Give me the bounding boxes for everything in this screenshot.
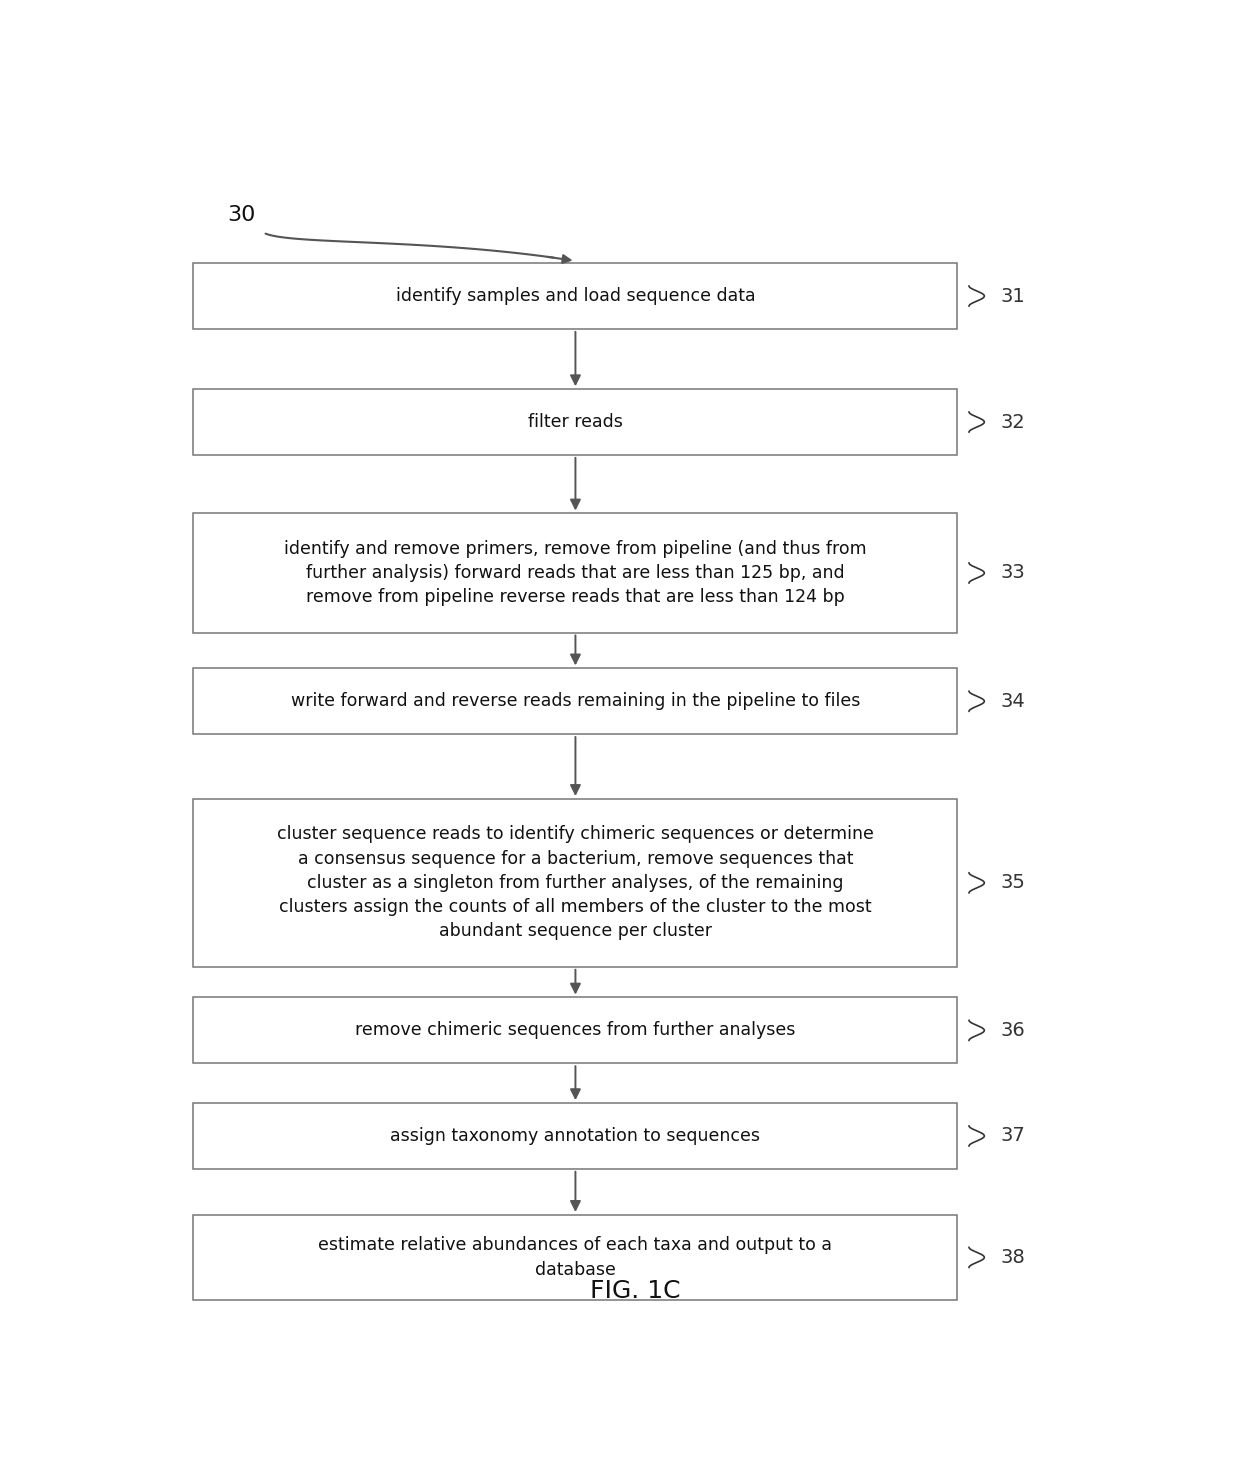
Text: filter reads: filter reads xyxy=(528,413,622,430)
Text: assign taxonomy annotation to sequences: assign taxonomy annotation to sequences xyxy=(391,1128,760,1145)
Text: 30: 30 xyxy=(227,205,255,226)
Bar xyxy=(193,264,957,329)
Text: remove chimeric sequences from further analyses: remove chimeric sequences from further a… xyxy=(355,1021,796,1039)
Text: FIG. 1C: FIG. 1C xyxy=(590,1279,681,1303)
Bar xyxy=(193,389,957,455)
Text: 32: 32 xyxy=(1001,413,1025,432)
Text: write forward and reverse reads remaining in the pipeline to files: write forward and reverse reads remainin… xyxy=(290,693,861,710)
Text: 35: 35 xyxy=(1001,873,1025,892)
Bar xyxy=(193,998,957,1063)
Bar xyxy=(193,1103,957,1169)
Bar xyxy=(193,513,957,632)
Text: identify and remove primers, remove from pipeline (and thus from
further analysi: identify and remove primers, remove from… xyxy=(284,539,867,606)
Text: 36: 36 xyxy=(1001,1021,1025,1039)
Text: 37: 37 xyxy=(1001,1126,1025,1145)
Text: 34: 34 xyxy=(1001,691,1025,710)
Text: identify samples and load sequence data: identify samples and load sequence data xyxy=(396,287,755,305)
Text: cluster sequence reads to identify chimeric sequences or determine
a consensus s: cluster sequence reads to identify chime… xyxy=(277,825,874,940)
Bar xyxy=(193,668,957,734)
Bar xyxy=(193,799,957,967)
Text: 33: 33 xyxy=(1001,563,1025,582)
Text: 38: 38 xyxy=(1001,1248,1025,1266)
Text: 31: 31 xyxy=(1001,286,1025,305)
Text: estimate relative abundances of each taxa and output to a
database: estimate relative abundances of each tax… xyxy=(319,1237,832,1278)
Bar xyxy=(193,1215,957,1300)
